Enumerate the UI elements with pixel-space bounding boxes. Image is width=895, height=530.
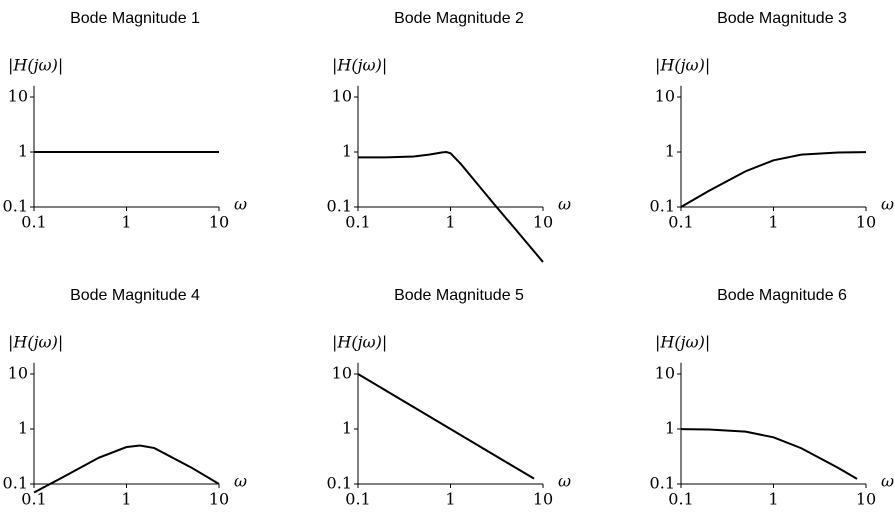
x-tick-label: 10: [209, 213, 229, 232]
x-tick-label: 0.1: [21, 213, 46, 232]
y-tick-label: 0.1: [3, 474, 28, 493]
y-tick-label: 0.1: [327, 197, 352, 216]
y-tick-label: 1: [18, 419, 28, 438]
x-axis-label: ω: [558, 472, 571, 491]
x-tick-label: 10: [533, 490, 553, 509]
y-axis-label: |H(jω)|: [655, 333, 710, 352]
x-tick-label: 1: [768, 490, 778, 509]
y-tick-label: 0.1: [650, 474, 675, 493]
y-tick-label: 10: [8, 364, 28, 383]
x-axis-label: ω: [558, 195, 571, 214]
y-tick-label: 10: [655, 364, 675, 383]
x-axis-label: ω: [881, 195, 894, 214]
y-tick-label: 10: [332, 87, 352, 106]
y-tick-label: 10: [8, 87, 28, 106]
y-axis-label: |H(jω)|: [8, 333, 63, 352]
y-tick-label: 1: [665, 142, 675, 161]
bode-curve: [680, 151, 867, 208]
bode-curve: [33, 444, 220, 494]
y-tick-label: 10: [332, 364, 352, 383]
bode-curve: [358, 150, 544, 263]
x-tick-label: 0.1: [668, 490, 693, 509]
x-tick-label: 1: [445, 490, 455, 509]
x-tick-label: 10: [209, 490, 229, 509]
x-tick-label: 0.1: [668, 213, 693, 232]
x-tick-label: 1: [768, 213, 778, 232]
bode-curve: [357, 373, 535, 480]
y-axis-label: |H(jω)|: [8, 56, 63, 75]
x-tick-label: 1: [121, 213, 131, 232]
y-tick-label: 10: [655, 87, 675, 106]
chart-title: Bode Magnitude 3: [717, 10, 847, 27]
chart-title: Bode Magnitude 2: [394, 10, 524, 27]
y-axis-label: |H(jω)|: [332, 333, 387, 352]
y-tick-label: 1: [665, 419, 675, 438]
x-axis-label: ω: [234, 472, 247, 491]
chart-title: Bode Magnitude 5: [394, 287, 524, 304]
x-tick-label: 10: [856, 490, 876, 509]
x-tick-label: 10: [533, 213, 553, 232]
y-tick-label: 1: [18, 142, 28, 161]
x-tick-label: 0.1: [345, 213, 370, 232]
x-tick-label: 0.1: [345, 490, 370, 509]
y-tick-label: 0.1: [327, 474, 352, 493]
x-tick-label: 1: [121, 490, 131, 509]
y-tick-label: 0.1: [3, 197, 28, 216]
x-axis-label: ω: [234, 195, 247, 214]
y-tick-label: 1: [342, 142, 352, 161]
y-tick-label: 0.1: [650, 197, 675, 216]
bode-curve: [680, 428, 858, 480]
chart-title: Bode Magnitude 1: [70, 10, 200, 27]
x-tick-label: 1: [445, 213, 455, 232]
y-axis-label: |H(jω)|: [655, 56, 710, 75]
x-axis-label: ω: [881, 472, 894, 491]
x-tick-label: 0.1: [21, 490, 46, 509]
y-tick-label: 1: [342, 419, 352, 438]
chart-title: Bode Magnitude 6: [717, 287, 847, 304]
x-tick-label: 10: [856, 213, 876, 232]
chart-title: Bode Magnitude 4: [70, 287, 200, 304]
y-axis-label: |H(jω)|: [332, 56, 387, 75]
